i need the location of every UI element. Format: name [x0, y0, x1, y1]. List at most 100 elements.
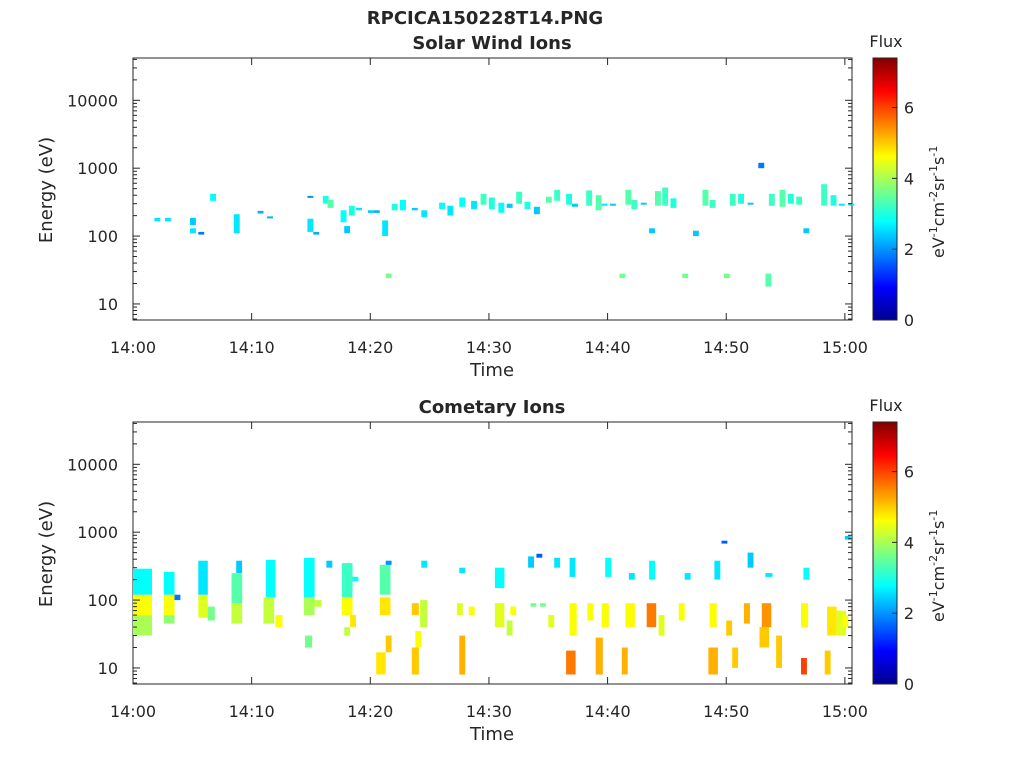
solar-wind-cell — [257, 210, 264, 214]
cometary-xtick-label: 14:00 — [110, 702, 156, 721]
cometary-cell — [305, 635, 313, 648]
cometary-colorbar-tick-label: 0 — [904, 675, 914, 694]
solar-wind-cell — [702, 189, 709, 206]
solar-wind-title: Solar Wind Ions — [412, 33, 571, 54]
cometary-cell — [344, 627, 351, 636]
solar-wind-cell — [821, 184, 828, 206]
cometary-cell — [658, 615, 665, 636]
cometary-xtick-label: 14:30 — [466, 702, 512, 721]
solar-wind-cell — [190, 217, 196, 226]
cometary-cell — [133, 594, 152, 616]
cometary-cell — [379, 597, 391, 616]
solar-wind-cell — [307, 195, 314, 198]
solar-wind-cell — [524, 201, 531, 210]
cometary-cell — [133, 568, 152, 595]
solar-wind-colorbar-tick-label: 4 — [904, 169, 914, 188]
cometary-cell — [385, 635, 392, 653]
cometary-cell — [415, 631, 422, 648]
solar-wind-xtick-label: 14:30 — [466, 338, 512, 357]
cometary-cell — [459, 635, 466, 675]
solar-wind-xtick-label: 14:00 — [110, 338, 156, 357]
solar-wind-cell — [830, 195, 837, 206]
solar-wind-cell — [848, 203, 855, 206]
solar-wind-xtick-label: 14:50 — [703, 338, 749, 357]
solar-wind-cell — [838, 203, 845, 206]
solar-wind-cell — [758, 162, 765, 169]
cometary-cell — [761, 603, 772, 628]
solar-wind-cell — [373, 210, 380, 213]
solar-wind-cell — [545, 196, 552, 203]
solar-wind-cells — [154, 162, 855, 287]
cometary-cell — [605, 557, 612, 577]
cometary-cell — [548, 615, 555, 628]
solar-wind-colorbar-bar — [872, 57, 898, 321]
cometary-colorbar-ticks: 0 2 4 6 — [892, 463, 914, 694]
cometary-ylabel: Energy (eV) — [36, 501, 57, 607]
cometary-cell — [801, 603, 809, 628]
cometary-cell — [625, 603, 635, 628]
cometary-cell — [530, 603, 537, 607]
cometary-cell — [385, 560, 392, 565]
cometary-cell — [352, 576, 359, 582]
solar-wind-cell — [768, 193, 775, 206]
cometary-cell — [744, 603, 750, 624]
solar-wind-xtick-label: 15:00 — [822, 338, 868, 357]
cometary-ytick-label: 10000 — [67, 455, 118, 474]
solar-wind-ytick-label: 1000 — [77, 159, 118, 178]
cometary-cell — [776, 635, 782, 668]
solar-wind-cell — [313, 231, 320, 235]
cometary-cells — [133, 536, 851, 675]
solar-wind-cell — [682, 273, 689, 279]
cometary-cell — [824, 650, 831, 675]
cometary-cell — [844, 536, 851, 540]
cometary-cell — [494, 567, 505, 589]
solar-wind-xtick-label: 14:20 — [347, 338, 393, 357]
cometary-title: Cometary Ions — [419, 397, 566, 418]
solar-wind-cell — [631, 200, 638, 210]
cometary-cell — [678, 603, 685, 621]
solar-wind-cell — [619, 273, 626, 279]
cometary-cell — [747, 552, 754, 568]
solar-wind-cell — [601, 203, 608, 206]
cometary-cell — [231, 573, 243, 604]
solar-wind-cell — [471, 200, 477, 210]
cometary-colorbar-unit: eV-1cm-2sr-1s-1 — [927, 510, 948, 622]
cometary-colorbar: Flux 0 2 4 6 eV-1cm-2sr-1s-1 — [869, 396, 948, 694]
cometary-cell — [569, 557, 576, 577]
cometary-cell — [198, 594, 208, 618]
solar-wind-ytick-label: 100 — [87, 227, 118, 246]
solar-wind-cell — [796, 196, 803, 205]
solar-wind-cell — [233, 214, 240, 234]
cometary-cell — [726, 620, 733, 636]
solar-wind-cell — [765, 273, 772, 287]
solar-wind-xtick-label: 14:40 — [585, 338, 631, 357]
solar-wind-cell — [488, 197, 495, 210]
solar-wind-cell — [356, 207, 362, 211]
cometary-cell — [569, 603, 577, 636]
solar-wind-cell — [625, 189, 632, 205]
cometary-cell — [803, 567, 810, 580]
cometary-cell — [263, 597, 275, 624]
solar-wind-xtick-label: 14:10 — [229, 338, 275, 357]
cometary-cell — [566, 650, 576, 675]
cometary-cell — [411, 647, 419, 675]
solar-wind-cell — [400, 200, 406, 211]
cometary-cell — [765, 573, 773, 577]
solar-wind-colorbar-unit: eV-1cm-2sr-1s-1 — [927, 146, 948, 258]
cometary-cell — [133, 615, 152, 636]
cometary-xtick-label: 15:00 — [822, 702, 868, 721]
cometary-cell — [528, 556, 534, 568]
cometary-cell — [275, 615, 283, 628]
cometary-cell — [709, 603, 717, 628]
cometary-cell — [621, 647, 628, 675]
solar-wind-colorbar-ticks: 0 2 4 6 — [892, 99, 914, 330]
solar-wind-cell — [344, 226, 351, 234]
cometary-colorbar-tick-label: 4 — [904, 533, 914, 552]
cometary-cell — [595, 637, 603, 675]
solar-wind-cell — [723, 273, 730, 279]
cometary-colorbar-bar — [872, 421, 898, 685]
cometary-cell — [198, 560, 208, 595]
solar-wind-cell — [803, 228, 810, 234]
cometary-cell — [420, 600, 428, 628]
cometary-cell — [836, 610, 847, 636]
